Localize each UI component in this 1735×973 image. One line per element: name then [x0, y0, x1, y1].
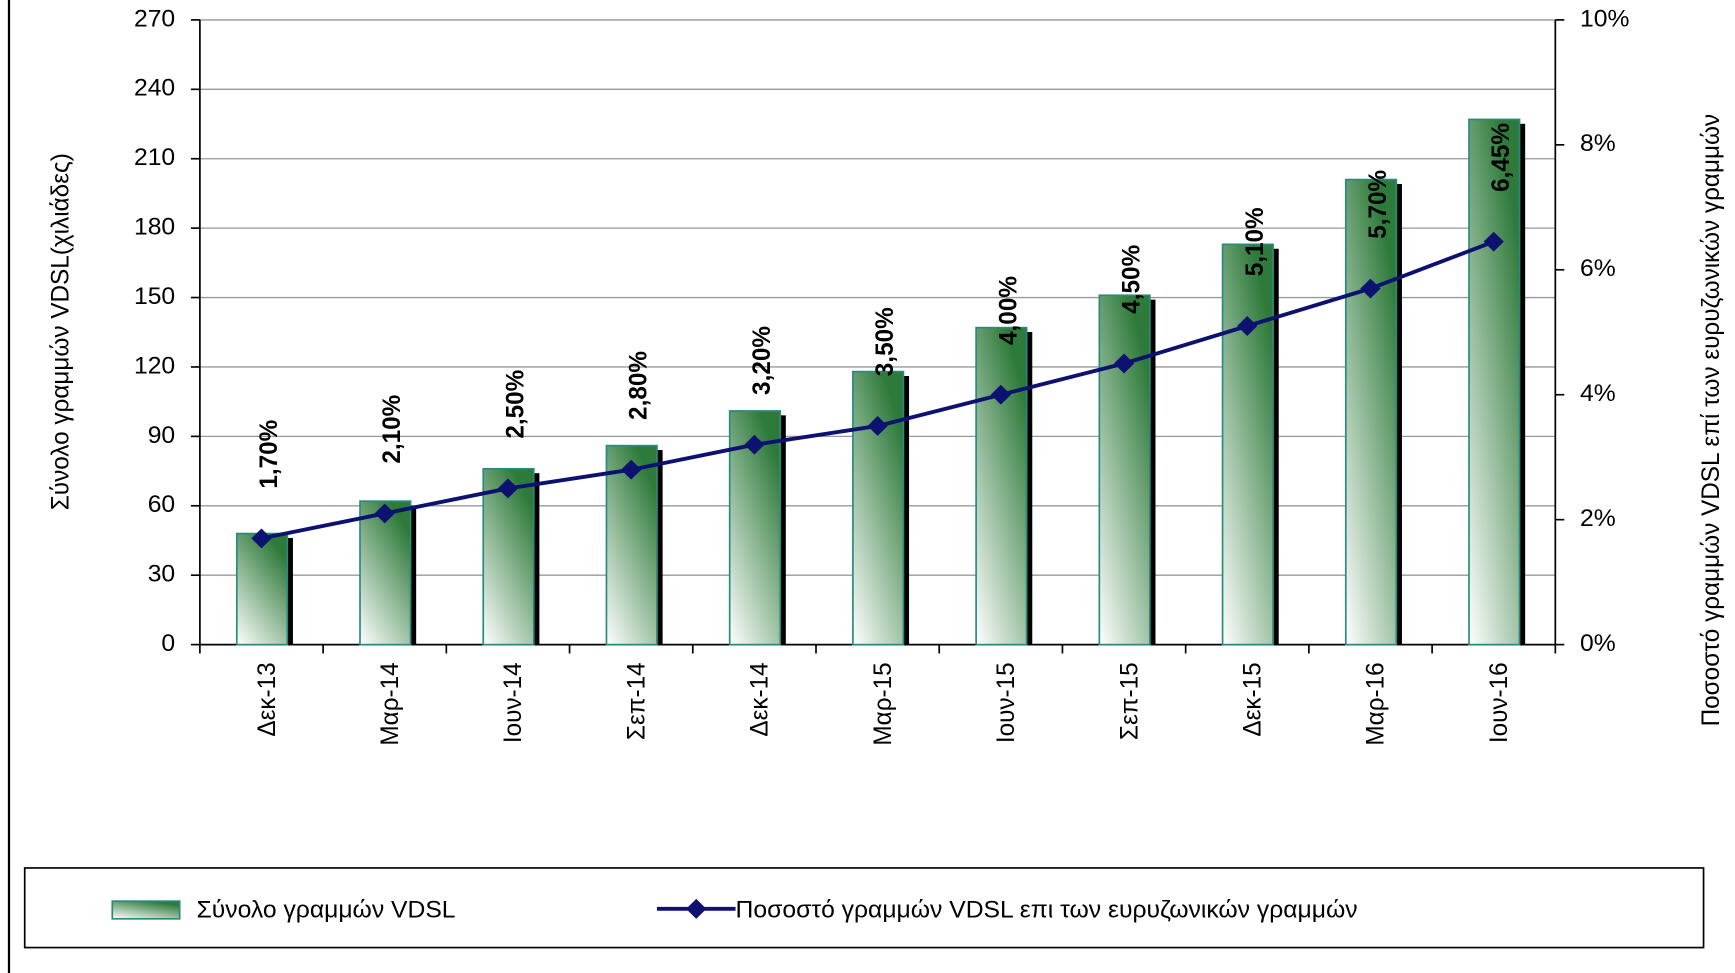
y-tick-label: 180 — [134, 214, 175, 241]
bar — [1344, 178, 1398, 646]
y-tick-label: 210 — [134, 144, 175, 171]
y2-tick-label: 2% — [1580, 505, 1616, 532]
data-label: 3,20% — [749, 326, 776, 395]
legend-box — [23, 867, 1705, 949]
x-tick-label: Μαρ-14 — [377, 662, 404, 745]
x-tick-label: Δεκ-14 — [746, 662, 773, 736]
data-label: 4,50% — [1118, 245, 1145, 314]
y-tick-label: 120 — [134, 353, 175, 380]
line-marker — [990, 384, 1011, 405]
y-tick-label: 90 — [148, 422, 175, 449]
y-tick-label: 0 — [161, 630, 175, 657]
y2-tick-label: 6% — [1580, 255, 1616, 282]
y-tick-label: 150 — [134, 283, 175, 310]
x-tick-label: Ιουν-16 — [1486, 662, 1513, 743]
y2-tick-label: 0% — [1580, 630, 1616, 657]
y-tick-label: 240 — [134, 75, 175, 102]
data-label: 3,50% — [872, 307, 899, 376]
x-tick-label: Σεπ-15 — [1116, 662, 1143, 740]
y2-tick-label: 8% — [1580, 130, 1616, 157]
legend-label: Σύνολο γραμμών VDSL — [197, 897, 456, 924]
y2-tick-label: 10% — [1580, 5, 1629, 32]
y-axis-title: Σύνολο γραμμών VDSL(χιλιάδες) — [47, 153, 74, 510]
bar — [1468, 118, 1521, 646]
x-tick-label: Δεκ-15 — [1239, 662, 1266, 736]
y2-axis-title: Ποσοστό γραμμών VDSL επί των ευρυζωνικών… — [1698, 114, 1725, 726]
x-tick-label: Δεκ-13 — [254, 662, 281, 736]
bar — [1098, 294, 1151, 646]
data-label: 1,70% — [256, 420, 283, 489]
bar — [482, 467, 535, 646]
data-label: 6,45% — [1488, 123, 1515, 192]
data-label: 2,50% — [502, 370, 529, 439]
legend-marker — [686, 898, 707, 919]
data-label: 5,10% — [1242, 207, 1269, 276]
y-tick-label: 270 — [134, 5, 175, 32]
y-tick-label: 60 — [148, 491, 175, 518]
x-tick-label: Ιουν-14 — [500, 662, 527, 743]
x-tick-label: Ιουν-15 — [993, 662, 1020, 743]
data-label: 5,70% — [1365, 170, 1392, 239]
data-label: 4,00% — [995, 276, 1022, 345]
legend-label: Ποσοστό γραμμών VDSL επι των ευρυζωνικών… — [736, 897, 1358, 924]
data-label: 2,80% — [626, 351, 653, 420]
bar — [852, 370, 905, 646]
x-tick-label: Μαρ-16 — [1363, 662, 1390, 745]
data-label: 2,10% — [379, 395, 406, 464]
line-marker — [744, 434, 765, 455]
bar — [235, 532, 289, 646]
x-tick-label: Σεπ-14 — [623, 662, 650, 740]
line-marker — [1483, 231, 1504, 252]
line-marker — [1113, 353, 1135, 374]
y-tick-label: 30 — [148, 561, 175, 588]
bar — [359, 500, 412, 646]
y2-tick-label: 4% — [1580, 380, 1616, 407]
line-marker — [1237, 316, 1258, 336]
line-marker — [374, 503, 395, 524]
line-marker — [621, 459, 642, 480]
bar — [1221, 243, 1274, 646]
legend-swatch — [111, 900, 181, 920]
bar — [975, 326, 1028, 646]
x-tick-label: Μαρ-15 — [870, 662, 897, 745]
